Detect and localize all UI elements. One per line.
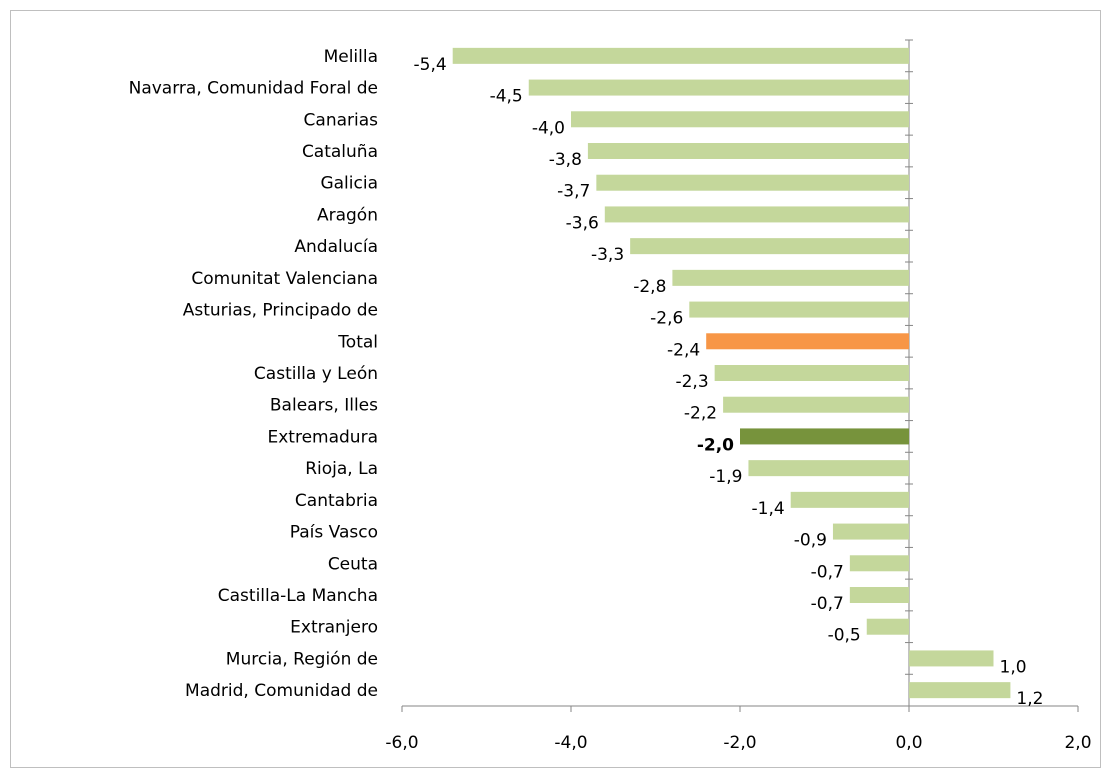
- bar: [714, 365, 909, 381]
- value-label: -2,4: [667, 340, 700, 360]
- bar: [596, 174, 909, 191]
- y-tick-label: Navarra, Comunidad Foral de: [129, 79, 378, 99]
- bar: [571, 111, 909, 128]
- bar: [909, 650, 994, 667]
- bar: [604, 206, 909, 223]
- y-tick-label: Castilla-La Mancha: [218, 586, 378, 606]
- bar: [672, 269, 909, 286]
- value-label: -3,3: [591, 245, 624, 265]
- y-tick-label: Extranjero: [290, 618, 378, 638]
- bar: [706, 333, 909, 350]
- bar: [748, 460, 909, 477]
- value-label: -2,8: [633, 277, 666, 297]
- y-tick-label: Extremadura: [268, 427, 379, 447]
- y-tick-label: Canarias: [304, 110, 379, 130]
- y-tick-label: Galicia: [320, 174, 378, 194]
- bar: [528, 79, 909, 96]
- bar: [866, 618, 909, 635]
- value-label: -2,6: [650, 309, 683, 329]
- y-tick-label: Murcia, Región de: [226, 649, 378, 669]
- bar: [849, 587, 909, 603]
- y-tick-label: País Vasco: [290, 523, 378, 543]
- x-tick-label: 0,0: [895, 733, 922, 753]
- y-tick-label: Asturias, Principado de: [183, 301, 378, 321]
- x-tick-label: 2,0: [1064, 733, 1091, 753]
- value-label: -3,7: [557, 182, 590, 202]
- bar: [832, 523, 909, 540]
- value-label: -4,5: [490, 87, 523, 107]
- value-label: -0,7: [811, 562, 844, 582]
- value-label: -3,8: [549, 150, 582, 170]
- bar: [790, 491, 909, 508]
- y-tick-label: Comunitat Valenciana: [191, 269, 378, 289]
- value-label: -0,7: [811, 594, 844, 614]
- y-tick-label: Castilla y León: [254, 364, 378, 384]
- bar: [723, 396, 909, 413]
- x-tick-label: -6,0: [385, 733, 418, 753]
- y-tick-label: Andalucía: [294, 237, 378, 257]
- value-label: 1,0: [1000, 657, 1027, 677]
- value-label: -5,4: [414, 55, 447, 75]
- value-label: -0,5: [828, 626, 861, 646]
- value-label: 1,2: [1016, 689, 1043, 709]
- y-tick-label: Rioja, La: [305, 459, 378, 479]
- value-label: -2,3: [675, 372, 708, 392]
- y-tick-label: Aragón: [317, 205, 378, 225]
- value-label: -3,6: [566, 213, 599, 233]
- y-tick-label: Balears, Illes: [270, 396, 378, 416]
- x-tick-label: -4,0: [554, 733, 587, 753]
- bar: [909, 682, 1011, 699]
- chart-border: [10, 10, 1101, 768]
- y-tick-label: Cantabria: [295, 491, 378, 511]
- y-tick-label: Cataluña: [302, 142, 378, 162]
- value-label: -2,0: [697, 435, 734, 455]
- bar: [452, 47, 909, 64]
- value-label: -1,9: [709, 467, 742, 487]
- y-tick-label: Melilla: [324, 47, 378, 67]
- value-label: -4,0: [532, 118, 565, 138]
- bar: [740, 428, 909, 445]
- bar: [630, 238, 909, 255]
- value-label: -2,2: [684, 404, 717, 424]
- bar: [587, 143, 909, 159]
- y-tick-label: Madrid, Comunidad de: [185, 681, 378, 701]
- y-tick-label: Total: [337, 332, 378, 352]
- value-label: -0,9: [794, 531, 827, 551]
- value-label: -1,4: [752, 499, 785, 519]
- x-tick-label: -2,0: [723, 733, 756, 753]
- bar: [689, 301, 909, 318]
- bar: [849, 555, 909, 572]
- y-tick-label: Ceuta: [328, 554, 378, 574]
